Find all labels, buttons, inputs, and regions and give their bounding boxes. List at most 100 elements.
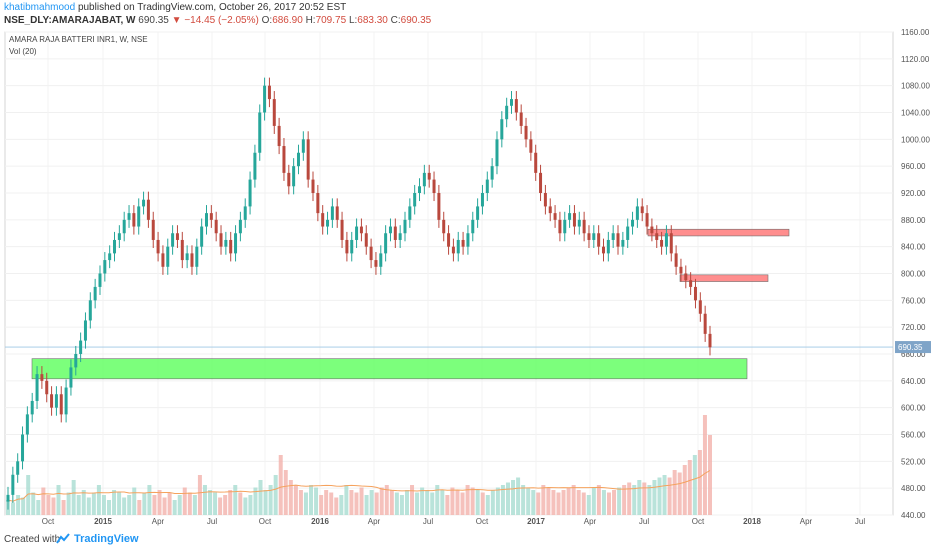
volume-bar xyxy=(11,502,16,515)
y-tick-label: 800.00 xyxy=(901,270,926,279)
volume-bar xyxy=(122,497,127,515)
x-tick-label: Oct xyxy=(42,517,55,526)
candle-body xyxy=(543,193,547,207)
volume-bar xyxy=(96,485,101,515)
chart-header: khatibmahmood published on TradingView.c… xyxy=(0,0,932,30)
volume-bar xyxy=(571,485,576,515)
volume-bar xyxy=(263,490,268,515)
volume-bar xyxy=(445,495,450,515)
publisher-link[interactable]: khatibmahmood xyxy=(4,2,76,13)
candle-body xyxy=(204,213,208,227)
y-tick-label: 1000.00 xyxy=(901,135,930,144)
y-tick-label: 600.00 xyxy=(901,404,926,413)
volume-bar xyxy=(293,485,298,515)
volume-bar xyxy=(76,495,81,515)
volume-bar xyxy=(546,487,551,515)
candle-body xyxy=(45,380,49,395)
volume-bar xyxy=(127,495,132,515)
candle-body xyxy=(69,367,73,388)
volume-bar xyxy=(521,485,526,515)
volume-bar xyxy=(410,485,415,515)
volume-bar xyxy=(31,492,36,515)
volume-bar xyxy=(369,490,374,515)
candle-body xyxy=(655,233,659,240)
volume-bar xyxy=(137,500,142,515)
candle-body xyxy=(374,260,378,267)
candle-body xyxy=(418,186,422,193)
candle-body xyxy=(292,166,296,187)
volume-bar xyxy=(309,485,314,515)
volume-bar xyxy=(415,492,420,515)
volume-bar xyxy=(101,495,106,515)
candle-body xyxy=(413,193,417,207)
candle-body xyxy=(132,213,136,227)
candle-body xyxy=(669,233,673,254)
volume-bar xyxy=(26,475,31,515)
volume-bar xyxy=(399,495,404,515)
candle-body xyxy=(664,233,668,247)
price-chart[interactable]: 1160.00 1120.00 1080.00 1040.00 1000.00 960.0… xyxy=(0,28,932,528)
volume-bar xyxy=(354,492,359,515)
volume-bar xyxy=(536,492,541,515)
tradingview-logo-icon xyxy=(56,533,70,544)
resistance-zone xyxy=(647,228,790,237)
candle-body xyxy=(635,206,639,220)
volume-bar xyxy=(606,492,611,515)
tradingview-brand-link[interactable]: TradingView xyxy=(74,533,139,545)
volume-bar xyxy=(107,500,112,515)
volume-bar xyxy=(692,455,697,515)
volume-bar xyxy=(652,480,657,515)
candle-body xyxy=(350,239,354,254)
volume-bar xyxy=(157,490,162,515)
volume-bar xyxy=(702,415,707,515)
candle-body xyxy=(156,239,160,254)
candle-body xyxy=(321,213,325,227)
candle-body xyxy=(345,239,349,254)
candle-body xyxy=(146,199,150,220)
volume-bar xyxy=(197,475,202,515)
volume-bar xyxy=(556,492,561,515)
candle-body xyxy=(606,239,610,254)
open-value: 686.90 xyxy=(272,15,303,26)
volume-bar xyxy=(612,490,617,515)
candle-body xyxy=(611,233,615,240)
volume-bar xyxy=(526,487,531,515)
candle-body xyxy=(626,226,630,240)
volume-bar xyxy=(208,490,213,515)
candle-body xyxy=(631,219,635,227)
volume-bar xyxy=(71,480,76,515)
volume-bar xyxy=(662,475,667,515)
candle-body xyxy=(59,394,63,415)
last-price-box xyxy=(895,341,931,354)
volume-bar xyxy=(500,485,505,515)
candle-body xyxy=(505,105,509,120)
volume-bar xyxy=(344,485,349,515)
volume-bar xyxy=(36,500,41,515)
volume-bar xyxy=(708,435,712,515)
y-tick-label: 440.00 xyxy=(901,511,926,520)
candle-body xyxy=(6,494,10,502)
y-tick-label: 640.00 xyxy=(901,377,926,386)
x-tick-label: Apr xyxy=(368,517,381,526)
close-value: 690.35 xyxy=(400,15,432,26)
symbol-name: NSE_DLY:AMARAJABAT, W xyxy=(4,15,136,26)
candle-body xyxy=(40,374,44,381)
candle-body xyxy=(180,239,184,261)
candle-body xyxy=(703,313,707,334)
volume-bar xyxy=(258,480,263,515)
candle-body xyxy=(398,233,402,240)
volume-bar xyxy=(425,490,430,515)
volume-bar xyxy=(581,492,586,515)
high-value: 709.75 xyxy=(315,15,347,26)
candle-body xyxy=(301,139,305,153)
volume-bar xyxy=(298,490,303,515)
created-with-text: Created with xyxy=(4,534,61,545)
candle-body xyxy=(359,226,363,234)
candle-body xyxy=(258,112,262,153)
volume-bar xyxy=(632,485,637,515)
volume-bar xyxy=(182,487,187,515)
volume-bar xyxy=(596,485,601,515)
volume-bar xyxy=(682,465,687,515)
volume-bar xyxy=(233,485,238,515)
candle-body xyxy=(30,400,34,415)
